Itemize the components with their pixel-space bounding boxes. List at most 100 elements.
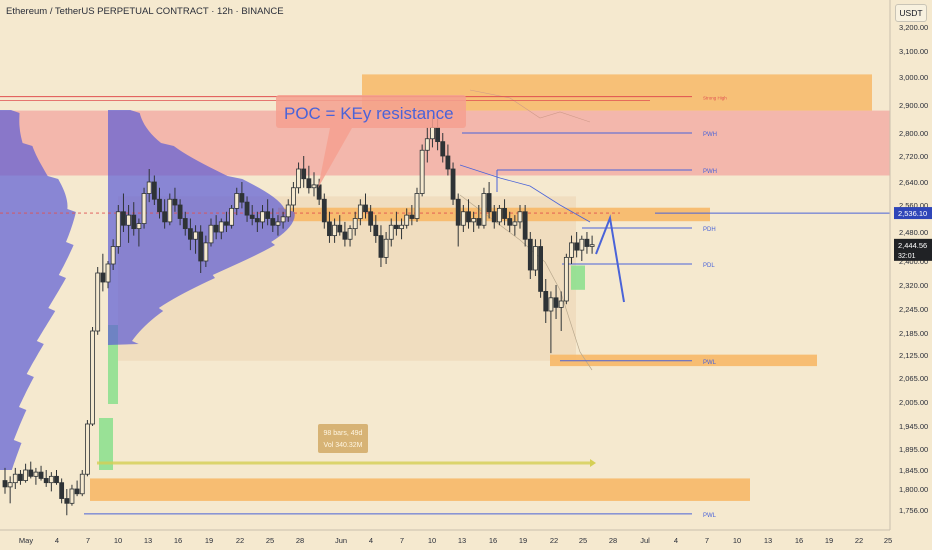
candle[interactable] xyxy=(589,244,595,247)
candle[interactable] xyxy=(239,193,245,203)
candle[interactable] xyxy=(260,211,265,223)
candle[interactable] xyxy=(455,198,461,226)
candle[interactable] xyxy=(460,211,466,226)
candle[interactable] xyxy=(393,224,399,230)
candle[interactable] xyxy=(182,218,188,230)
candle[interactable] xyxy=(275,221,281,226)
candle[interactable] xyxy=(43,478,49,484)
candle[interactable] xyxy=(136,223,142,230)
candle[interactable] xyxy=(167,198,173,223)
candle[interactable] xyxy=(569,242,574,258)
candle[interactable] xyxy=(48,475,54,484)
candle[interactable] xyxy=(280,216,286,223)
candle[interactable] xyxy=(440,141,446,157)
currency-badge[interactable]: USDT xyxy=(895,4,927,22)
candle[interactable] xyxy=(347,228,353,240)
candle[interactable] xyxy=(414,193,420,219)
candle[interactable] xyxy=(574,242,580,251)
candle[interactable] xyxy=(496,207,502,223)
candle[interactable] xyxy=(244,201,250,216)
candle[interactable] xyxy=(383,238,389,258)
poc-callout-box[interactable] xyxy=(276,95,466,128)
candle[interactable] xyxy=(198,231,204,262)
candle[interactable] xyxy=(517,211,523,223)
candle[interactable] xyxy=(131,214,137,230)
candle[interactable] xyxy=(563,256,569,302)
demand-zone[interactable] xyxy=(90,478,750,501)
candle[interactable] xyxy=(486,193,492,213)
candle[interactable] xyxy=(90,330,95,425)
candle[interactable] xyxy=(126,214,131,226)
candle[interactable] xyxy=(285,204,291,218)
candle[interactable] xyxy=(146,181,152,194)
candle[interactable] xyxy=(172,198,178,206)
candle[interactable] xyxy=(553,297,559,308)
candle[interactable] xyxy=(579,238,585,251)
candle[interactable] xyxy=(311,184,317,189)
candle[interactable] xyxy=(471,218,477,223)
candle[interactable] xyxy=(424,138,430,151)
candle[interactable] xyxy=(115,211,121,247)
candle[interactable] xyxy=(28,469,34,477)
candle[interactable] xyxy=(110,246,116,265)
candle[interactable] xyxy=(290,187,296,206)
candle[interactable] xyxy=(373,224,379,237)
candle[interactable] xyxy=(74,488,80,495)
candle[interactable] xyxy=(270,218,276,226)
candle[interactable] xyxy=(409,214,415,219)
candle[interactable] xyxy=(316,184,322,200)
price-tag-level[interactable] xyxy=(894,207,932,220)
candle[interactable] xyxy=(265,211,271,219)
candle[interactable] xyxy=(538,246,543,292)
candle[interactable] xyxy=(419,149,425,194)
candle[interactable] xyxy=(388,224,394,240)
candle[interactable] xyxy=(476,218,482,226)
candle[interactable] xyxy=(481,193,487,226)
candle[interactable] xyxy=(229,207,235,226)
candle[interactable] xyxy=(64,498,70,504)
candle[interactable] xyxy=(399,224,404,230)
candle[interactable] xyxy=(2,480,8,488)
candle[interactable] xyxy=(533,246,538,271)
candle[interactable] xyxy=(522,211,528,240)
measure-box[interactable] xyxy=(318,424,368,453)
candle[interactable] xyxy=(527,238,533,271)
candle[interactable] xyxy=(430,127,435,140)
candle[interactable] xyxy=(306,178,312,189)
candle[interactable] xyxy=(193,231,198,240)
candle[interactable] xyxy=(296,168,301,189)
candle[interactable] xyxy=(234,193,240,209)
candle[interactable] xyxy=(378,235,384,258)
candle[interactable] xyxy=(249,214,255,219)
candle[interactable] xyxy=(218,221,224,233)
candle[interactable] xyxy=(54,475,59,484)
candle[interactable] xyxy=(100,272,106,283)
candle[interactable] xyxy=(141,193,147,224)
candle[interactable] xyxy=(543,290,549,312)
candle[interactable] xyxy=(23,469,29,481)
candle[interactable] xyxy=(491,211,497,223)
candle[interactable] xyxy=(157,198,162,213)
candle[interactable] xyxy=(7,482,13,488)
price-tag-last[interactable] xyxy=(894,238,932,261)
candle[interactable] xyxy=(69,488,75,504)
candle[interactable] xyxy=(584,238,590,247)
candle[interactable] xyxy=(59,482,65,499)
candle[interactable] xyxy=(33,471,39,477)
candle[interactable] xyxy=(445,155,451,170)
candle[interactable] xyxy=(95,272,101,332)
candle[interactable] xyxy=(105,263,111,283)
candle[interactable] xyxy=(450,168,456,200)
price-axis[interactable]: 1,756.00 1,800.00 1,845.00 1,895.00 1,945.00… xyxy=(889,0,932,550)
candle[interactable] xyxy=(162,211,168,223)
candle[interactable] xyxy=(507,218,513,226)
candle[interactable] xyxy=(203,242,209,262)
candle[interactable] xyxy=(558,300,564,308)
candle[interactable] xyxy=(213,224,219,233)
candle[interactable] xyxy=(352,218,358,230)
candle[interactable] xyxy=(177,204,183,219)
candle[interactable] xyxy=(224,221,229,226)
candle[interactable] xyxy=(357,204,363,219)
candle[interactable] xyxy=(18,473,23,481)
